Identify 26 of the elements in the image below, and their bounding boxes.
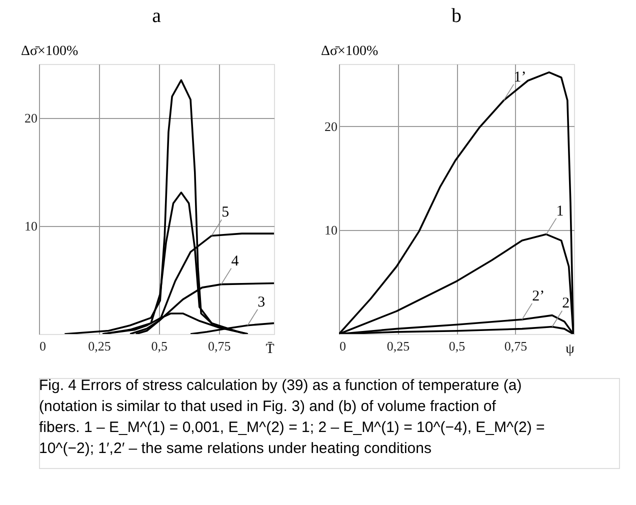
x-tick-label: 0,25	[88, 338, 111, 354]
x-tick-label: 0,75	[504, 338, 528, 354]
series-label: 5	[222, 204, 230, 221]
y-tick-label: 10	[324, 222, 338, 238]
y-tick-label: 20	[324, 118, 338, 134]
x-tick-label: 0	[40, 338, 46, 354]
y-tick-label: 20	[24, 110, 38, 126]
series-label: 3	[258, 294, 266, 310]
y-axis-title: Δσ̄×100%	[321, 44, 378, 59]
series-label: 4	[231, 253, 240, 270]
series-label: 2’	[532, 288, 545, 304]
x-tick-label: 0,75	[208, 338, 231, 354]
series-label: 1’	[514, 69, 526, 86]
x-axis-title: ψ	[566, 342, 575, 357]
y-tick-label: 10	[24, 218, 38, 234]
y-axis-title: Δσ̄×100%	[21, 44, 78, 59]
chart-title: a	[152, 5, 162, 27]
caption: Fig. 4 Errors of stress calculation by (39) as a function of temperature (a) (notation is similar to that used in Fig. 3) and (b) of volume fraction of fibers. 1 – E_M^(1) = 0,001, E_M^(2) = 1; 2 – E_M^(1) = 10^(−4), E_M^(2) = 10^(−2); 1′,2′ – the same relations under heating conditions	[39, 377, 546, 457]
x-tick-label: 0,5	[151, 338, 168, 354]
x-tick-label: 0,25	[386, 338, 410, 354]
series-label: 2	[562, 296, 570, 312]
chart-title: b	[452, 5, 462, 27]
x-axis-title: T̄	[266, 341, 275, 357]
x-tick-label: 0	[340, 338, 346, 354]
x-tick-label: 0,5	[448, 338, 466, 354]
series-label: 1	[556, 203, 564, 220]
